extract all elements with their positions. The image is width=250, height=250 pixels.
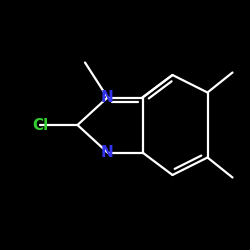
Text: N: N <box>101 90 114 105</box>
Text: N: N <box>101 145 114 160</box>
Text: Cl: Cl <box>32 118 48 132</box>
